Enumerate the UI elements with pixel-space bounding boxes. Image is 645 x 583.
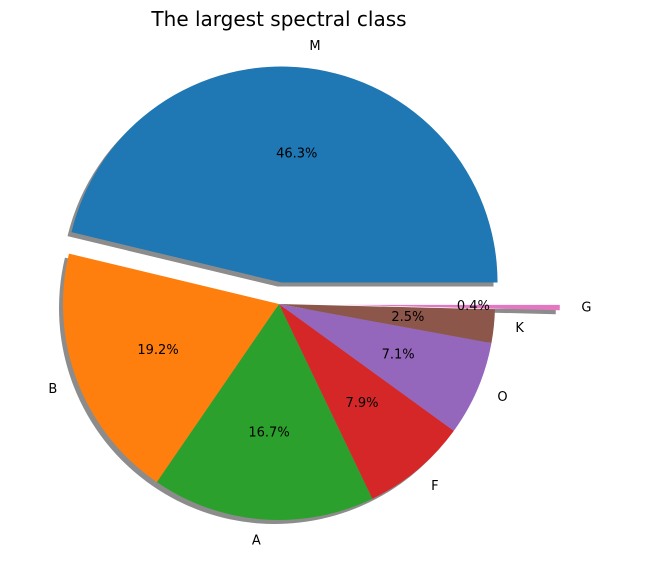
slice-label-g: G bbox=[581, 300, 591, 315]
pie-slice-k bbox=[279, 304, 495, 344]
slice-label-a: A bbox=[252, 533, 261, 548]
slice-labels: M 46.3% B 19.2% A 16.7% F 7.9% O 7.1% K 2.5% G 0.4% bbox=[48, 39, 591, 548]
slice-label-k: K bbox=[515, 321, 524, 336]
pie-slices bbox=[63, 66, 560, 520]
slice-label-m: M bbox=[309, 39, 320, 54]
percent-label-o: 7.1% bbox=[382, 348, 415, 363]
slice-label-b: B bbox=[48, 382, 57, 397]
pie-slice-b bbox=[63, 253, 279, 483]
slice-label-o: O bbox=[497, 390, 507, 405]
pie-slice-g bbox=[343, 304, 560, 311]
slice-label-f: F bbox=[431, 479, 438, 494]
pie-slice-a bbox=[156, 304, 373, 520]
percent-label-k: 2.5% bbox=[391, 310, 424, 325]
pie-slice-o bbox=[279, 304, 492, 431]
percent-label-f: 7.9% bbox=[345, 396, 378, 411]
percent-label-m: 46.3% bbox=[276, 146, 317, 161]
chart-title: The largest spectral class bbox=[150, 7, 406, 31]
percent-label-g: 0.4% bbox=[457, 299, 490, 314]
pie-slice-m bbox=[71, 66, 498, 283]
percent-label-b: 19.2% bbox=[137, 343, 178, 358]
percent-label-a: 16.7% bbox=[248, 426, 289, 441]
pie-slice-f bbox=[279, 304, 454, 499]
